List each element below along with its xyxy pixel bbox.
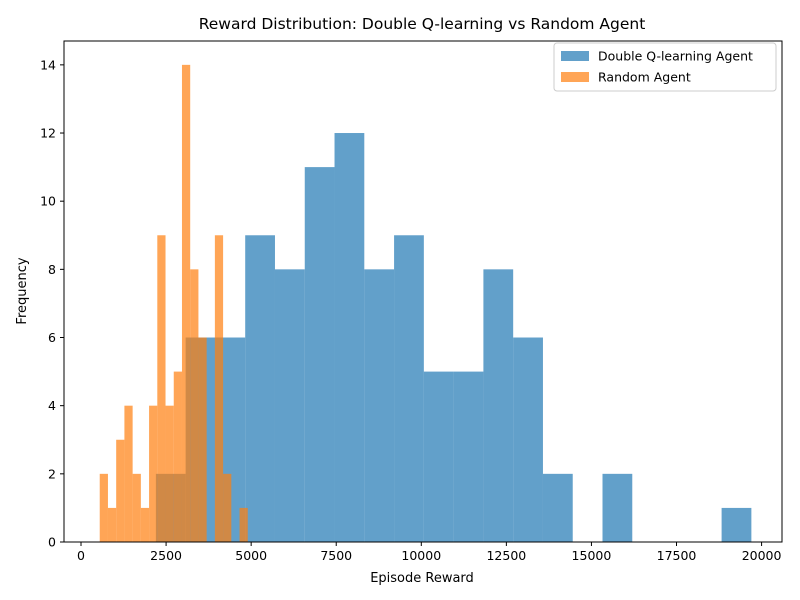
histogram-bar: [304, 167, 335, 542]
y-tick-label: 12: [40, 126, 56, 141]
series-double-q-learning: [155, 133, 752, 543]
histogram-bar: [223, 473, 232, 542]
histogram-bar: [364, 269, 395, 542]
histogram-bar: [394, 235, 424, 542]
y-axis-label: Frequency: [15, 257, 30, 324]
x-tick-label: 20000: [742, 548, 782, 563]
histogram-bar: [245, 235, 275, 542]
histogram-bar: [149, 405, 158, 542]
x-tick-label: 10000: [401, 548, 441, 563]
histogram-bar: [124, 405, 133, 542]
histogram-bar: [107, 507, 117, 542]
y-tick-label: 4: [48, 398, 56, 413]
y-axis: 0 2 4 6 8 10 12 14: [40, 57, 64, 550]
y-tick-label: 10: [40, 194, 56, 209]
histogram-bar: [423, 371, 454, 542]
x-axis: 0 2500 5000 7500 10000 12500 15000 17500 20000: [77, 542, 782, 563]
histogram-bar: [542, 473, 573, 542]
y-tick-label: 6: [48, 330, 56, 345]
histogram-bar: [190, 269, 199, 542]
histogram-bar: [721, 507, 752, 542]
histogram-bar: [140, 507, 150, 542]
y-tick-label: 14: [40, 57, 56, 72]
y-tick-label: 2: [48, 466, 56, 481]
y-tick-label: 0: [48, 535, 56, 550]
legend: Double Q-learning Agent Random Agent: [553, 42, 777, 92]
x-tick-label: 0: [77, 548, 85, 563]
histogram-bar: [132, 473, 141, 542]
histogram-bar: [602, 473, 633, 542]
y-tick-label: 8: [48, 262, 56, 277]
histogram-bar: [198, 337, 207, 542]
histogram-bar: [181, 64, 191, 542]
series-random-agent: [99, 64, 248, 542]
legend-label: Random Agent: [598, 70, 691, 85]
legend-swatch: [561, 51, 589, 61]
histogram-bar: [239, 507, 248, 542]
x-tick-label: 2500: [150, 548, 182, 563]
histogram-bar: [334, 133, 365, 543]
legend-label: Double Q-learning Agent: [598, 49, 753, 64]
chart-title: Reward Distribution: Double Q-learning v…: [199, 15, 646, 33]
plot-frame: [63, 40, 783, 543]
x-tick-label: 17500: [657, 548, 697, 563]
plot-area: [99, 64, 752, 543]
histogram-bar: [274, 269, 305, 542]
x-axis-label: Episode Reward: [370, 571, 474, 586]
histogram-bar: [116, 439, 125, 542]
histogram-bar: [513, 337, 543, 542]
legend-box: [553, 42, 777, 92]
histogram-bar: [214, 235, 224, 542]
histogram-bar: [157, 235, 166, 542]
histogram-bar: [483, 269, 514, 542]
x-tick-label: 15000: [572, 548, 612, 563]
histogram-bar: [453, 371, 484, 542]
histogram-bar: [173, 371, 182, 542]
legend-swatch: [561, 72, 589, 82]
histogram-bar: [165, 405, 174, 542]
x-tick-label: 7500: [320, 548, 352, 563]
x-tick-label: 12500: [486, 548, 526, 563]
x-tick-label: 5000: [235, 548, 267, 563]
histogram-bar: [99, 473, 108, 542]
